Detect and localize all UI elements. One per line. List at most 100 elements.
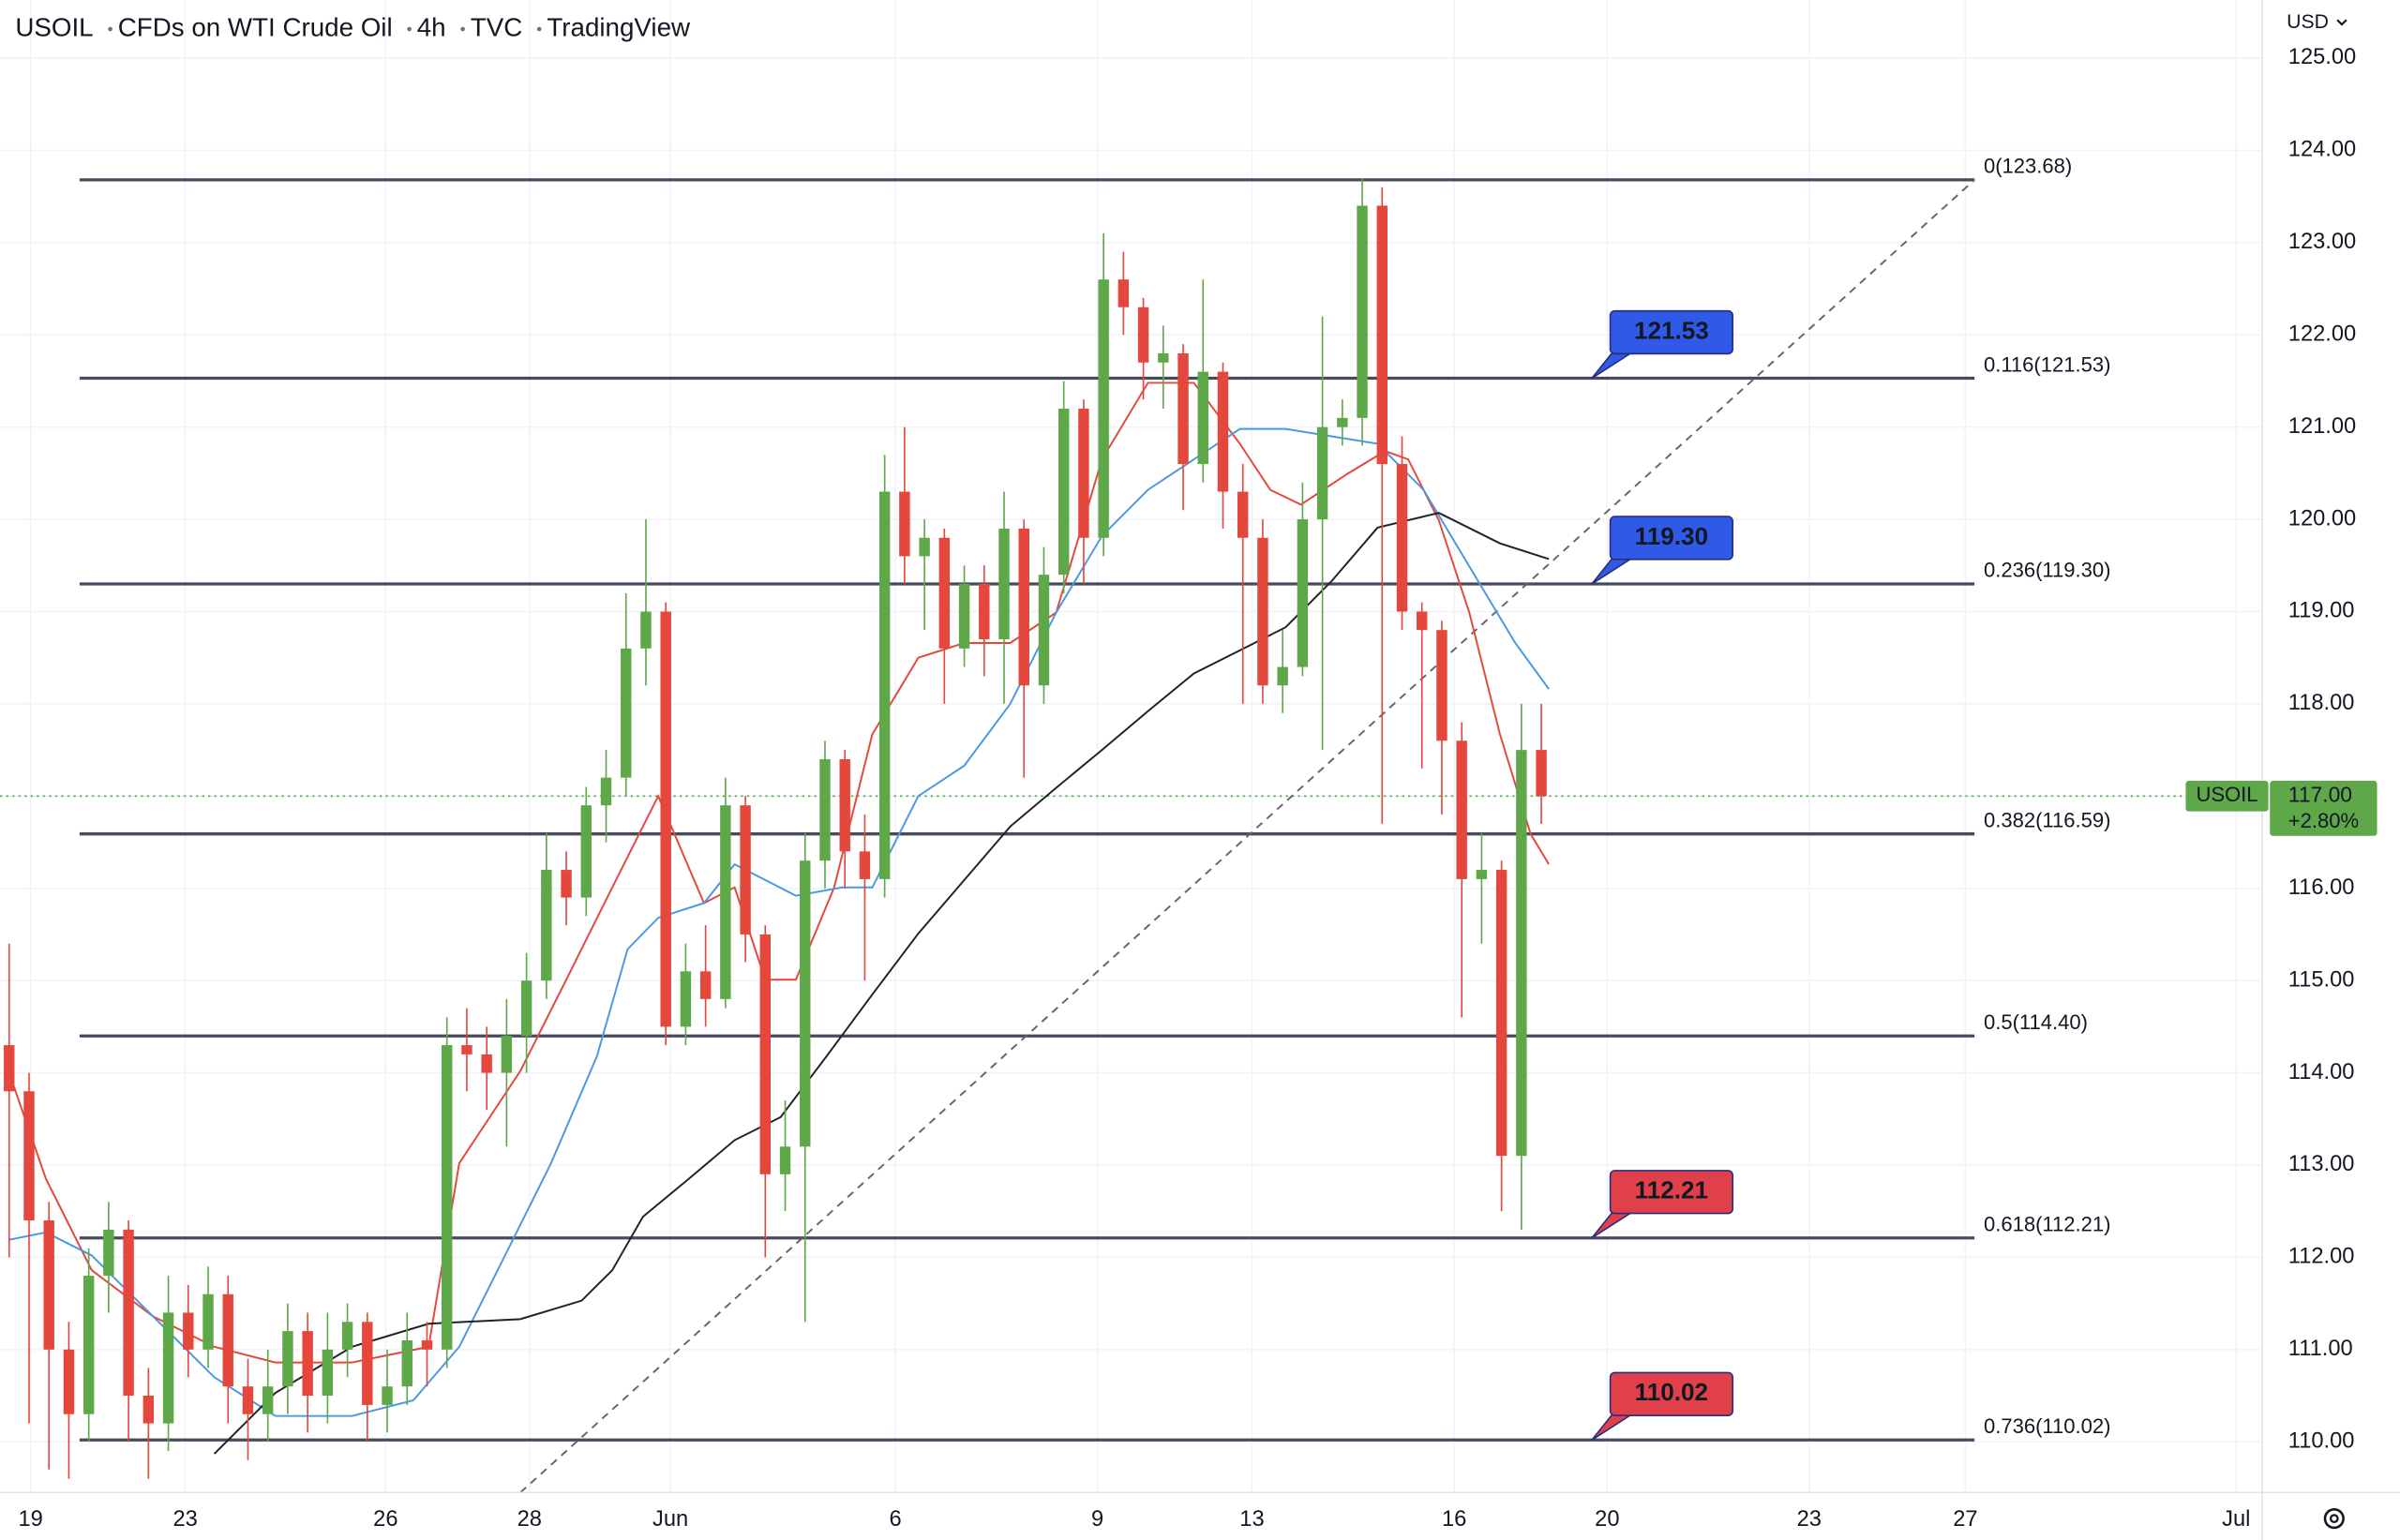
candle-body [23, 1091, 35, 1221]
y-tick-label: 124.00 [2288, 138, 2356, 162]
candle-body [1118, 279, 1130, 307]
x-tick-label: 13 [1239, 1507, 1264, 1532]
candle-body [998, 528, 1010, 640]
currency[interactable]: USD [2287, 11, 2329, 33]
header-separator [108, 26, 112, 32]
candle-body [421, 1339, 433, 1350]
price-tag [2270, 780, 2378, 836]
x-tick-label: 19 [19, 1507, 43, 1532]
header-separator [460, 26, 465, 32]
fib-level-label: 0.736(110.02) [1984, 1414, 2111, 1438]
trend-line [519, 179, 1975, 1493]
gear-ring [2323, 1508, 2345, 1530]
candle-body [1098, 279, 1109, 538]
candle-body [362, 1322, 373, 1405]
candle-body [63, 1349, 75, 1414]
candle-body [839, 758, 850, 852]
header-item: TradingView [547, 12, 691, 41]
candle-body [302, 1331, 313, 1397]
candle-body [1137, 307, 1149, 363]
candle-body [461, 1045, 472, 1054]
candle-body [580, 805, 592, 898]
x-tick-label: 27 [1953, 1507, 1977, 1532]
candle-body [1078, 408, 1089, 538]
y-tick-label: 115.00 [2288, 967, 2355, 992]
candle-body [958, 583, 970, 649]
candle-body [382, 1386, 393, 1405]
callout-label: 121.53 [1634, 316, 1709, 344]
candle-body [660, 611, 671, 1027]
y-tick-label: 112.00 [2288, 1245, 2355, 1269]
candle-body [142, 1396, 155, 1424]
header: USOIL CFDs on WTI Crude Oil 4h TVC TradingVi… [15, 12, 691, 41]
candle-body [520, 980, 532, 1037]
candle-body [1018, 528, 1029, 686]
candle-body [1337, 417, 1348, 427]
candle-body [859, 851, 871, 879]
candle-body [501, 1036, 513, 1073]
candle-body [1495, 870, 1508, 1157]
moving-average-line [213, 512, 1550, 1455]
symbol-tag-label: USOIL [2196, 783, 2258, 806]
candle-body [1217, 371, 1229, 492]
y-tick-label: 116.00 [2288, 875, 2355, 900]
candle-body [1297, 519, 1309, 667]
candle-body [282, 1331, 293, 1387]
callout-box [1609, 516, 1734, 561]
x-tick-label: 23 [1797, 1507, 1822, 1532]
y-tick-label: 113.00 [2288, 1152, 2355, 1176]
candle-body [919, 537, 930, 557]
candle-body [123, 1229, 134, 1397]
candle-body [720, 805, 731, 999]
x-tick-label: 28 [518, 1507, 542, 1532]
callout-box [1609, 309, 1734, 355]
x-tick-label: 9 [1091, 1507, 1103, 1532]
candle-body [242, 1386, 254, 1414]
axes: 110.00 111.00 112.00 113.00 114.00 115.00 116.… [19, 45, 2357, 1532]
candle-body [43, 1220, 54, 1350]
candle-body [800, 860, 811, 1147]
x-tick-label: Jun [652, 1507, 688, 1532]
candle-body [1536, 750, 1547, 797]
header-item: CFDs on WTI Crude Oil [118, 12, 393, 41]
candle-body [1476, 870, 1488, 879]
y-tick-label: 119.00 [2288, 599, 2355, 623]
candle-body [740, 805, 751, 934]
callout-box [1609, 1371, 1734, 1416]
x-tick-label: 6 [890, 1507, 902, 1532]
currency-chevron [2336, 19, 2348, 26]
y-tick-label: 111.00 [2288, 1337, 2353, 1361]
candle-body [162, 1312, 174, 1424]
candle-body [779, 1146, 791, 1174]
y-tick-label: 110.00 [2288, 1428, 2355, 1453]
price-tag-label: 117.00 [2288, 782, 2352, 806]
moving-average-line [8, 427, 1550, 1417]
grid [0, 0, 2263, 1493]
candle-body [103, 1229, 114, 1277]
candle-body [322, 1349, 334, 1397]
candle-body [621, 648, 632, 778]
fib-level-label: 0.236(119.30) [1984, 559, 2111, 582]
symbol-tag [2185, 780, 2269, 812]
callout-box [1609, 1170, 1734, 1215]
callout-label: 110.02 [1635, 1378, 1708, 1406]
candle-body [4, 1045, 15, 1092]
y-tick-label: 121.00 [2288, 414, 2356, 439]
settings-icon[interactable] [2323, 1508, 2345, 1530]
candle-body [1436, 630, 1448, 741]
fib-level-label: 0.5(114.40) [1984, 1010, 2088, 1034]
candle-body [1376, 205, 1388, 465]
candle-body [1396, 464, 1408, 612]
candle-body [1237, 491, 1249, 538]
candle-body [899, 491, 910, 557]
y-tick-label: 122.00 [2288, 321, 2356, 346]
candle-body [82, 1276, 95, 1414]
candle-body [262, 1386, 274, 1414]
header-separator [536, 26, 542, 32]
candle-body [979, 583, 990, 640]
candle-body [1417, 611, 1428, 631]
candle-body [202, 1293, 214, 1350]
candle-body [1357, 205, 1368, 418]
